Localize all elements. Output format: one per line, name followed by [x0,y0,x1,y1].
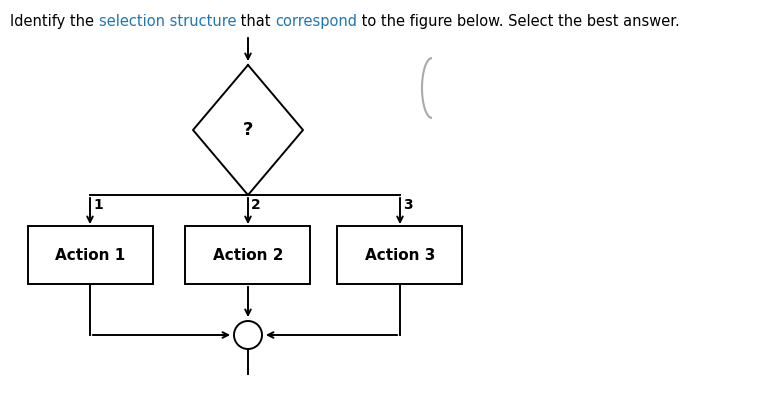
Text: correspond: correspond [275,14,358,29]
Text: that: that [236,14,275,29]
Text: Identify the: Identify the [10,14,99,29]
Text: ?: ? [243,121,253,139]
Bar [186,226,310,284]
Text: to the figure below. Select the best answer.: to the figure below. Select the best ans… [358,14,680,29]
Text: Action 2: Action 2 [212,247,283,263]
Text: 2: 2 [251,198,261,212]
Text: 1: 1 [93,198,103,212]
Text: selection structure: selection structure [99,14,236,29]
Text: Action 1: Action 1 [55,247,125,263]
Text: 3: 3 [403,198,412,212]
Bar [337,226,463,284]
Circle shape [234,321,262,349]
Text: Action 3: Action 3 [365,247,435,263]
Bar [27,226,153,284]
